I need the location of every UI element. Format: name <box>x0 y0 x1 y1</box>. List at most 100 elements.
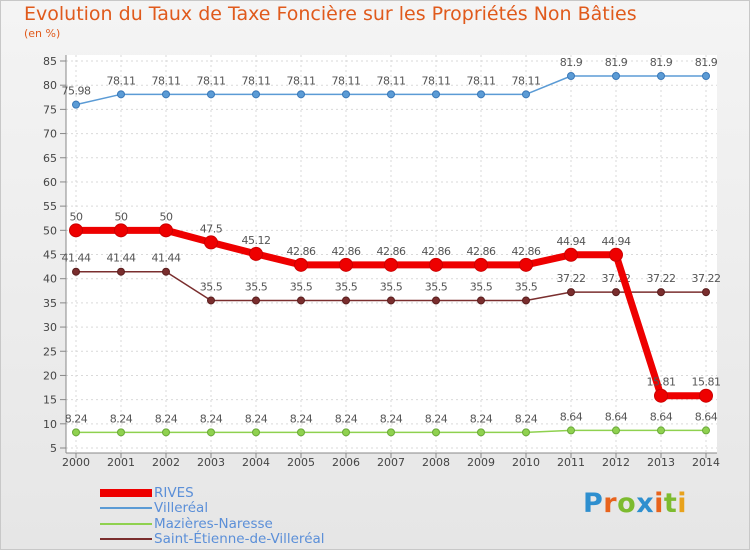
data-label: 35.5 <box>290 280 313 293</box>
data-label: 78.11 <box>107 74 136 87</box>
logo-letter: t <box>663 488 678 519</box>
data-label: 78.11 <box>242 74 271 87</box>
y-tick-label: 40 <box>43 273 57 286</box>
data-point <box>387 428 395 437</box>
data-label: 42.86 <box>422 245 451 258</box>
legend-item: Villeréal <box>100 500 325 516</box>
data-label: 8.24 <box>155 412 178 425</box>
x-tick-label: 2001 <box>107 456 135 469</box>
data-label: 81.9 <box>695 56 718 69</box>
logo-letter: i <box>677 488 688 519</box>
data-label: 42.86 <box>332 245 361 258</box>
data-label: 8.24 <box>245 412 268 425</box>
data-point <box>339 257 353 272</box>
data-label: 8.24 <box>380 412 403 425</box>
x-tick-label: 2006 <box>332 456 360 469</box>
legend-item: Mazières-Naresse <box>100 516 325 532</box>
x-tick-label: 2012 <box>602 456 630 469</box>
data-label: 81.9 <box>650 56 673 69</box>
data-point <box>609 247 623 262</box>
data-label: 8.24 <box>470 412 493 425</box>
data-label: 8.24 <box>290 412 313 425</box>
data-point <box>567 426 575 435</box>
y-tick-label: 85 <box>43 55 57 68</box>
data-label: 78.11 <box>422 74 451 87</box>
logo-letter: x <box>636 488 655 519</box>
x-tick-label: 2003 <box>197 456 225 469</box>
legend-label: RIVES <box>154 484 194 501</box>
x-tick-label: 2005 <box>287 456 315 469</box>
data-label: 37.22 <box>557 272 586 285</box>
data-label: 44.94 <box>602 235 631 248</box>
y-tick-label: 15 <box>43 394 57 407</box>
data-label: 35.5 <box>245 280 268 293</box>
data-label: 42.86 <box>512 245 541 258</box>
data-point <box>657 288 665 297</box>
legend: RIVES Villeréal Mazières-Naresse Saint-Étie… <box>100 485 325 547</box>
data-label: 81.9 <box>560 56 583 69</box>
data-point <box>342 90 350 99</box>
data-point <box>297 296 305 305</box>
x-tick-label: 2009 <box>467 456 495 469</box>
x-tick-label: 2011 <box>557 456 585 469</box>
data-label: 37.22 <box>647 272 676 285</box>
data-point <box>384 257 398 272</box>
data-point <box>72 428 80 437</box>
data-point <box>567 288 575 297</box>
data-label: 50 <box>70 210 83 223</box>
x-tick-label: 2004 <box>242 456 270 469</box>
data-point <box>294 257 308 272</box>
data-point <box>612 288 620 297</box>
unit-label: (en %) <box>24 27 61 40</box>
data-point <box>252 296 260 305</box>
data-label: 78.11 <box>377 74 406 87</box>
data-label: 78.11 <box>512 74 541 87</box>
data-point <box>432 428 440 437</box>
logo-letter: P <box>583 488 604 519</box>
data-point <box>204 235 218 250</box>
data-point <box>432 90 440 99</box>
data-point <box>612 71 620 80</box>
data-point <box>297 90 305 99</box>
data-point <box>252 90 260 99</box>
data-point <box>159 223 173 238</box>
data-point <box>72 267 80 276</box>
data-point <box>342 296 350 305</box>
y-tick-label: 20 <box>43 369 57 382</box>
data-point <box>207 428 215 437</box>
x-tick-label: 2008 <box>422 456 450 469</box>
data-label: 78.11 <box>467 74 496 87</box>
data-point <box>567 71 575 80</box>
legend-swatch <box>100 522 152 525</box>
data-point <box>207 296 215 305</box>
data-point <box>654 388 668 403</box>
y-tick-label: 70 <box>43 128 57 141</box>
data-label: 35.5 <box>335 280 358 293</box>
logo-letter: o <box>617 488 637 519</box>
data-point <box>477 90 485 99</box>
data-point <box>387 296 395 305</box>
data-point <box>612 426 620 435</box>
data-label: 8.64 <box>560 410 583 423</box>
x-tick-label: 2000 <box>62 456 90 469</box>
data-point <box>522 428 530 437</box>
y-tick-label: 55 <box>43 200 57 213</box>
data-point <box>474 257 488 272</box>
legend-item: RIVES <box>100 485 325 501</box>
data-label: 8.64 <box>650 410 673 423</box>
data-point <box>162 428 170 437</box>
data-point <box>657 426 665 435</box>
data-label: 8.24 <box>110 412 133 425</box>
data-label: 78.11 <box>197 74 226 87</box>
data-point <box>702 426 710 435</box>
data-point <box>429 257 443 272</box>
data-label: 8.64 <box>605 410 628 423</box>
data-point <box>522 90 530 99</box>
logo-letter: r <box>603 488 618 519</box>
y-tick-label: 5 <box>50 442 57 455</box>
legend-item: Saint-Étienne-de-Villeréal <box>100 531 325 547</box>
y-tick-label: 10 <box>43 418 57 431</box>
data-label: 78.11 <box>332 74 361 87</box>
data-point <box>477 296 485 305</box>
data-point <box>72 100 80 109</box>
